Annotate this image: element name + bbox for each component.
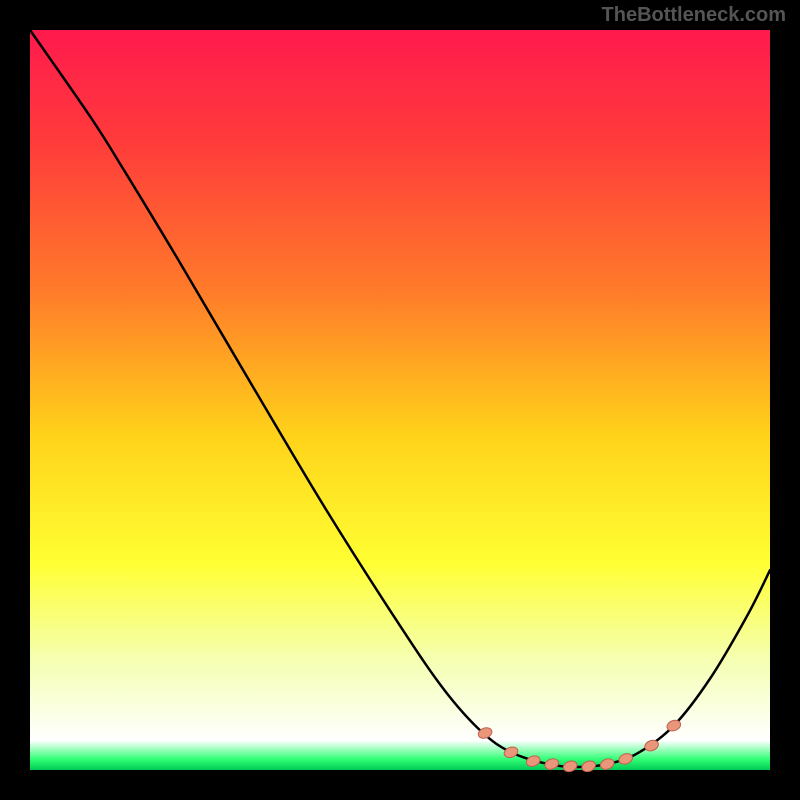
- curve-svg: [30, 30, 770, 770]
- curve-marker: [599, 757, 616, 771]
- curve-marker: [617, 752, 634, 766]
- watermark-text: TheBottleneck.com: [602, 4, 786, 27]
- marker-group: [477, 719, 682, 774]
- curve-marker: [525, 754, 542, 768]
- curve-marker: [580, 759, 597, 773]
- curve-marker: [562, 759, 579, 773]
- v-curve-line: [30, 30, 770, 767]
- chart-plot-area: [30, 30, 770, 770]
- curve-marker: [503, 745, 520, 759]
- curve-marker: [543, 757, 560, 771]
